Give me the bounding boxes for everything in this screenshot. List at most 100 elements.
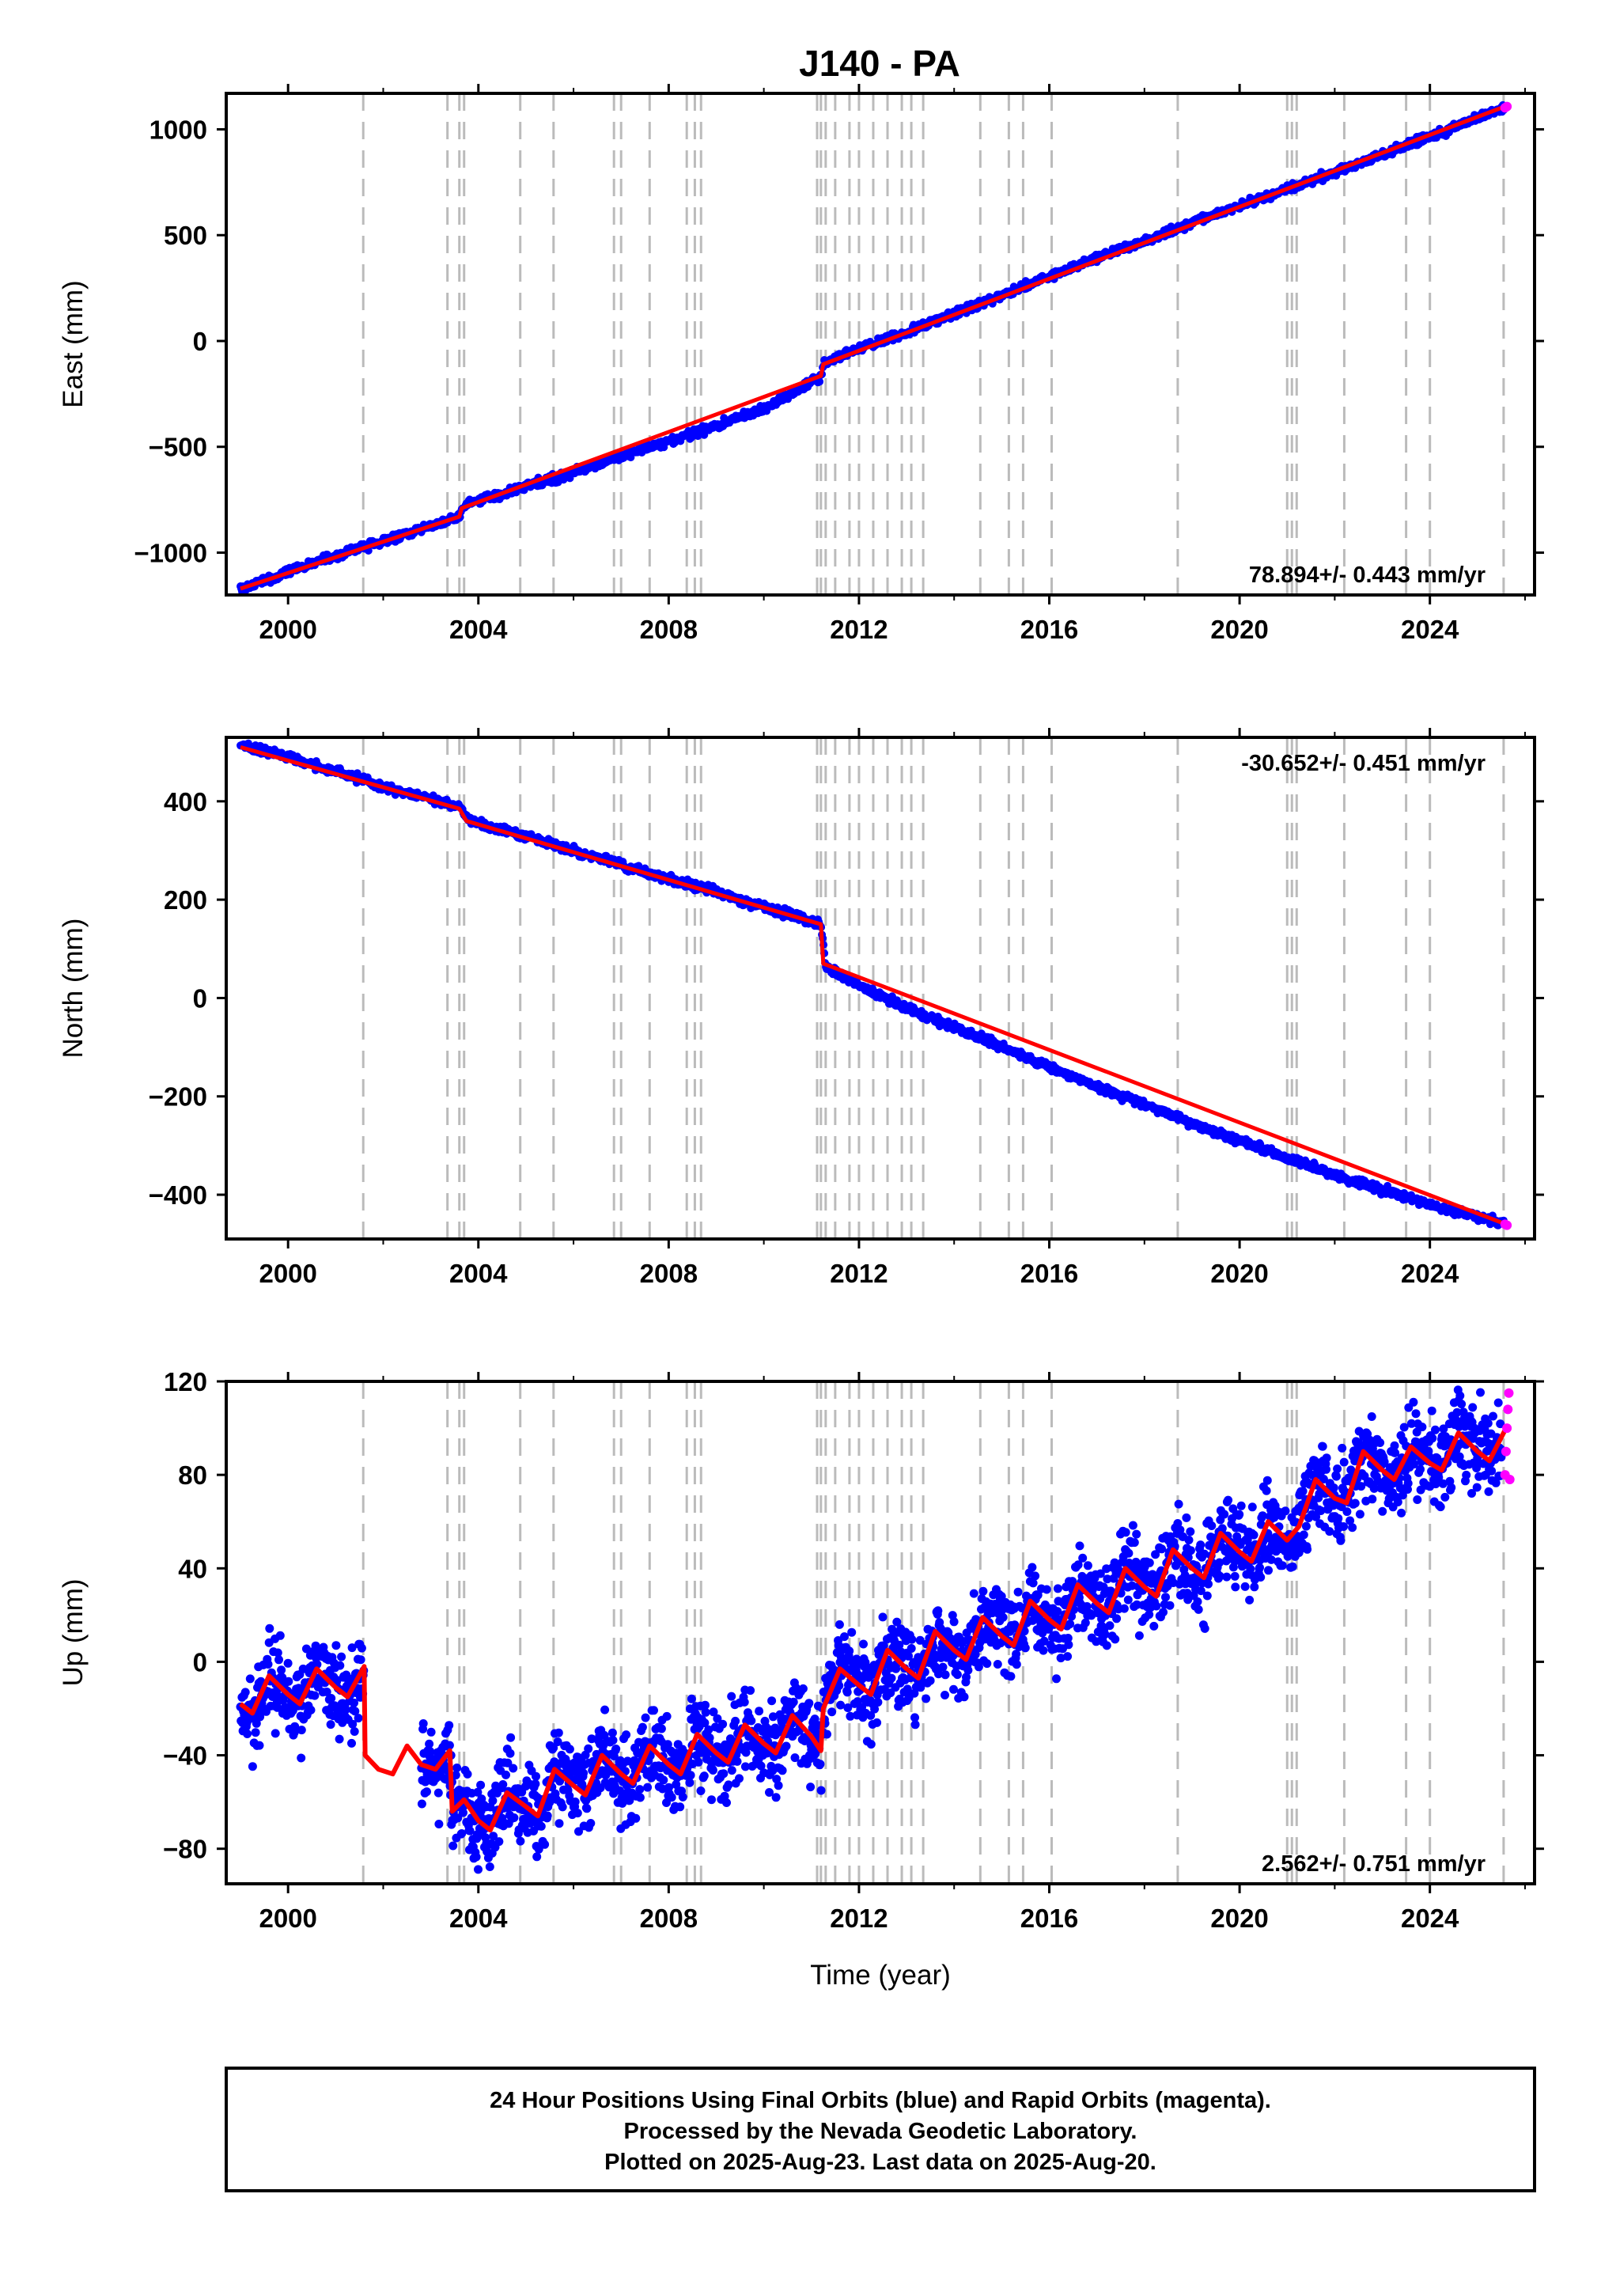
final-orbit-point bbox=[641, 1713, 650, 1722]
final-orbit-point bbox=[310, 1691, 320, 1700]
rate-label: 78.894+/- 0.443 mm/yr bbox=[1249, 563, 1486, 588]
rapid-orbit-point bbox=[1502, 101, 1512, 112]
final-orbit-point bbox=[543, 1811, 552, 1821]
final-orbit-point bbox=[449, 1841, 458, 1851]
final-orbit-point bbox=[727, 1692, 736, 1701]
plot-frame bbox=[225, 736, 1536, 1241]
final-orbit-point bbox=[426, 1727, 436, 1737]
x-tick-label: 2012 bbox=[830, 1259, 888, 1288]
final-orbit-point bbox=[611, 1745, 621, 1753]
final-orbit-point bbox=[354, 1714, 363, 1723]
final-orbit-point bbox=[625, 1796, 634, 1805]
final-orbit-point bbox=[452, 1764, 462, 1772]
final-orbit-point bbox=[1042, 1585, 1051, 1594]
final-orbit-point bbox=[789, 1697, 798, 1707]
final-orbit-point bbox=[290, 1722, 300, 1731]
final-orbit-point bbox=[240, 1688, 250, 1697]
final-orbit-point bbox=[532, 1771, 540, 1781]
final-orbit-point bbox=[1028, 1578, 1038, 1588]
x-tick-label: 2008 bbox=[640, 615, 698, 644]
model-line bbox=[240, 744, 1507, 1226]
final-orbit-point bbox=[707, 1795, 716, 1805]
final-orbit-point bbox=[243, 1730, 252, 1738]
final-orbit-point bbox=[1039, 1636, 1049, 1646]
final-orbit-point bbox=[554, 1728, 563, 1737]
final-orbit-point bbox=[1053, 1584, 1062, 1593]
final-orbit-point bbox=[719, 1769, 729, 1779]
final-orbit-point bbox=[1052, 1674, 1061, 1684]
final-orbit-point bbox=[998, 1612, 1008, 1622]
final-orbit-point bbox=[277, 1665, 286, 1675]
final-orbit-point bbox=[1020, 1643, 1030, 1653]
final-orbit-point bbox=[1053, 1607, 1062, 1616]
final-orbit-point bbox=[271, 1729, 280, 1738]
final-orbit-point bbox=[978, 1586, 988, 1596]
final-orbit-point bbox=[350, 1727, 359, 1736]
final-orbit-point bbox=[327, 1694, 336, 1703]
final-orbit-point bbox=[879, 1641, 888, 1650]
final-orbit-point bbox=[842, 1688, 852, 1697]
final-orbit-point bbox=[312, 1660, 322, 1669]
final-orbit-point bbox=[635, 1785, 645, 1794]
x-tick-label: 2024 bbox=[1401, 615, 1459, 644]
final-orbit-point bbox=[709, 1707, 718, 1717]
final-orbit-point bbox=[638, 1722, 647, 1732]
final-orbit-point bbox=[322, 1688, 331, 1696]
final-orbit-point bbox=[741, 1748, 751, 1757]
y-tick-label: 400 bbox=[164, 787, 207, 816]
final-orbit-point bbox=[335, 1707, 343, 1716]
final-orbit-point bbox=[488, 1796, 498, 1805]
final-orbit-point bbox=[904, 1651, 913, 1661]
final-orbit-point bbox=[963, 1665, 973, 1675]
east-panel: 2000 2004 2008 2012 2016 2020 2024−1000−500050… bbox=[58, 84, 1544, 644]
final-orbit-point bbox=[584, 1744, 593, 1753]
final-orbit-point bbox=[422, 1787, 431, 1797]
final-orbit-point bbox=[587, 1734, 596, 1744]
final-orbit-point bbox=[971, 1615, 981, 1624]
final-orbit-point bbox=[297, 1753, 306, 1763]
final-orbit-point bbox=[453, 1813, 463, 1823]
final-orbit-point bbox=[1033, 1590, 1043, 1600]
final-orbit-point bbox=[505, 1749, 515, 1758]
final-orbit-point bbox=[771, 1793, 781, 1802]
final-orbit-point bbox=[553, 1737, 562, 1746]
final-orbit-point bbox=[252, 1718, 261, 1728]
final-orbit-point bbox=[608, 1736, 618, 1745]
final-orbit-point bbox=[687, 1694, 696, 1703]
final-orbit-point bbox=[540, 1839, 550, 1849]
final-orbit-point bbox=[251, 1728, 260, 1737]
final-orbit-point bbox=[273, 1648, 282, 1658]
final-orbit-point bbox=[273, 1703, 282, 1712]
final-orbit-point bbox=[713, 1714, 722, 1723]
final-orbit-point bbox=[685, 1778, 695, 1787]
final-orbit-point bbox=[445, 1741, 454, 1750]
final-orbit-point bbox=[859, 1639, 868, 1649]
final-orbit-point bbox=[934, 1669, 943, 1679]
final-orbit-point bbox=[657, 1724, 666, 1733]
final-orbit-point bbox=[843, 1703, 853, 1712]
final-orbit-points bbox=[237, 739, 1508, 1229]
final-orbit-point bbox=[768, 1712, 778, 1722]
final-orbit-point bbox=[635, 1793, 645, 1802]
final-orbit-point bbox=[622, 1730, 631, 1740]
final-orbit-point bbox=[720, 1791, 729, 1801]
final-orbit-points bbox=[236, 1385, 1506, 1874]
y-tick-label: 0 bbox=[193, 983, 207, 1013]
final-orbit-point bbox=[827, 1707, 837, 1717]
final-orbit-point bbox=[810, 1714, 819, 1724]
final-orbit-point bbox=[696, 1786, 706, 1795]
x-tick-label: 2004 bbox=[449, 1259, 508, 1288]
final-orbit-point bbox=[823, 1730, 831, 1739]
final-orbit-point bbox=[925, 1676, 935, 1685]
final-orbit-point bbox=[509, 1764, 518, 1773]
final-orbit-point bbox=[417, 1799, 426, 1809]
final-orbit-point bbox=[836, 1700, 846, 1710]
final-orbit-point bbox=[755, 1707, 764, 1716]
final-orbit-point bbox=[806, 1783, 816, 1792]
final-orbit-point bbox=[347, 1643, 357, 1653]
final-orbit-point bbox=[326, 1720, 335, 1730]
final-orbit-point bbox=[1012, 1660, 1021, 1669]
final-orbit-point bbox=[297, 1726, 306, 1735]
final-orbit-point bbox=[631, 1813, 641, 1823]
final-orbit-point bbox=[974, 1662, 983, 1672]
